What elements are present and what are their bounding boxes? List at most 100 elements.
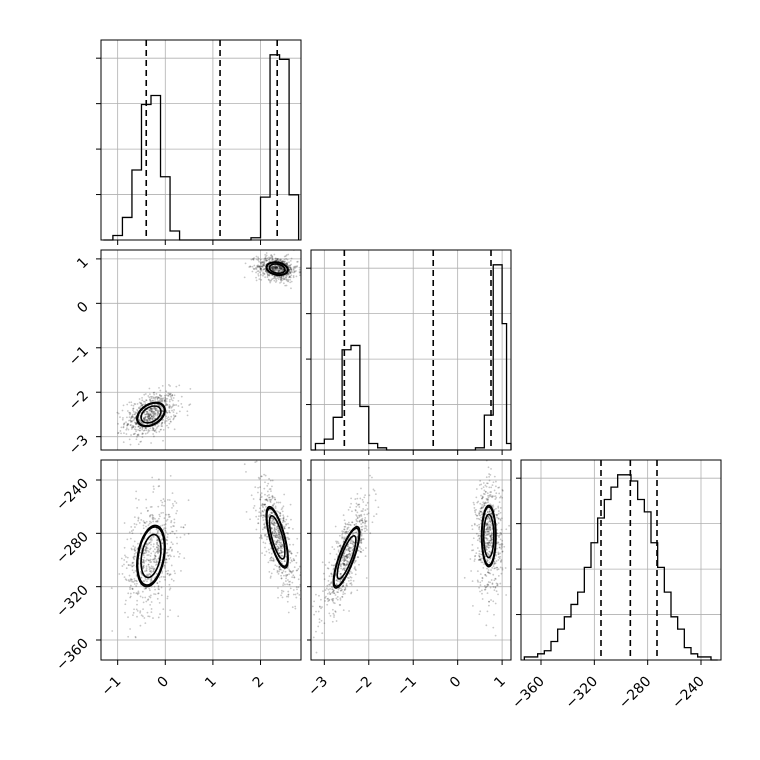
- sample-point: [291, 271, 294, 274]
- sample-point: [149, 412, 151, 415]
- sample-point: [339, 580, 341, 583]
- sample-point: [351, 510, 353, 513]
- sample-point: [494, 567, 497, 570]
- sample-point: [262, 268, 265, 271]
- sample-point: [286, 567, 289, 570]
- sample-point: [488, 561, 491, 564]
- sample-point: [288, 550, 291, 553]
- sample-point: [490, 538, 493, 541]
- sample-point: [272, 559, 275, 562]
- sample-point: [141, 426, 144, 429]
- sample-point: [130, 404, 133, 407]
- sample-point: [279, 269, 282, 272]
- sample-point: [138, 401, 141, 404]
- sample-point: [305, 648, 307, 650]
- sample-point: [136, 599, 139, 602]
- sample-point: [169, 395, 172, 398]
- sample-point: [264, 527, 266, 530]
- sample-point: [489, 491, 492, 494]
- sample-point: [117, 432, 119, 435]
- sample-point: [354, 509, 357, 512]
- y-tick-label: −1: [66, 343, 92, 369]
- sample-point: [122, 423, 125, 426]
- sample-point: [278, 533, 281, 536]
- sample-point: [472, 604, 474, 607]
- sample-point: [331, 546, 334, 548]
- sample-point: [318, 606, 321, 608]
- sample-point: [147, 543, 150, 546]
- sample-point: [356, 520, 359, 523]
- sample-point: [149, 547, 152, 550]
- sample-point: [154, 396, 157, 399]
- sample-point: [165, 420, 168, 422]
- sample-point: [139, 551, 142, 554]
- sample-point: [272, 557, 274, 560]
- sample-point: [486, 553, 489, 555]
- sample-point: [475, 514, 478, 517]
- sample-point: [170, 578, 173, 581]
- sample-point: [272, 518, 275, 521]
- sample-point: [138, 418, 141, 421]
- sample-point: [147, 417, 150, 420]
- sample-point: [471, 549, 473, 552]
- sample-point: [351, 552, 353, 555]
- sample-point: [140, 546, 143, 549]
- sample-point: [371, 476, 373, 479]
- sample-point: [323, 578, 326, 581]
- sample-point: [257, 265, 260, 268]
- sample-point: [156, 561, 158, 563]
- sample-point: [145, 565, 148, 568]
- sample-point: [267, 548, 270, 551]
- sample-point: [145, 570, 148, 572]
- sample-point: [137, 425, 140, 428]
- sample-point: [263, 267, 266, 270]
- sample-point: [146, 416, 149, 419]
- sample-point: [345, 553, 348, 556]
- sample-point: [150, 539, 153, 542]
- sample-point: [163, 567, 166, 569]
- sample-point: [340, 572, 342, 575]
- sample-point: [343, 557, 346, 559]
- sample-point: [127, 428, 130, 431]
- sample-point: [486, 542, 489, 544]
- sample-point: [136, 506, 139, 509]
- sample-point: [164, 561, 167, 564]
- sample-point: [252, 507, 255, 509]
- sample-point: [488, 518, 491, 520]
- sample-point: [157, 544, 160, 547]
- sample-point: [347, 549, 350, 552]
- sample-point: [341, 596, 344, 598]
- sample-point: [348, 547, 351, 550]
- sample-point: [286, 532, 289, 534]
- sample-point: [498, 543, 501, 546]
- sample-point: [150, 407, 153, 410]
- sample-point: [373, 515, 375, 518]
- sample-point: [486, 523, 488, 525]
- sample-point: [154, 399, 156, 401]
- sample-point: [346, 584, 348, 587]
- sample-point: [497, 553, 500, 555]
- sample-point: [349, 506, 352, 509]
- sample-point: [497, 556, 500, 559]
- sample-point: [484, 573, 487, 576]
- sample-point: [281, 269, 284, 272]
- sample-point: [157, 552, 159, 555]
- sample-point: [156, 543, 159, 546]
- sample-point: [277, 572, 280, 575]
- sample-point: [296, 260, 299, 263]
- sample-point: [480, 553, 482, 556]
- sample-point: [473, 507, 476, 509]
- hist-panel-2: [516, 459, 722, 665]
- sample-point: [477, 559, 480, 561]
- sample-point: [129, 588, 131, 591]
- sample-point: [481, 496, 484, 499]
- sample-point: [328, 598, 331, 601]
- sample-point: [313, 600, 316, 603]
- sample-point: [327, 597, 330, 600]
- sample-point: [149, 559, 151, 562]
- sample-point: [478, 613, 481, 616]
- sample-point: [348, 548, 351, 551]
- sample-point: [340, 589, 343, 592]
- sample-point: [274, 266, 277, 269]
